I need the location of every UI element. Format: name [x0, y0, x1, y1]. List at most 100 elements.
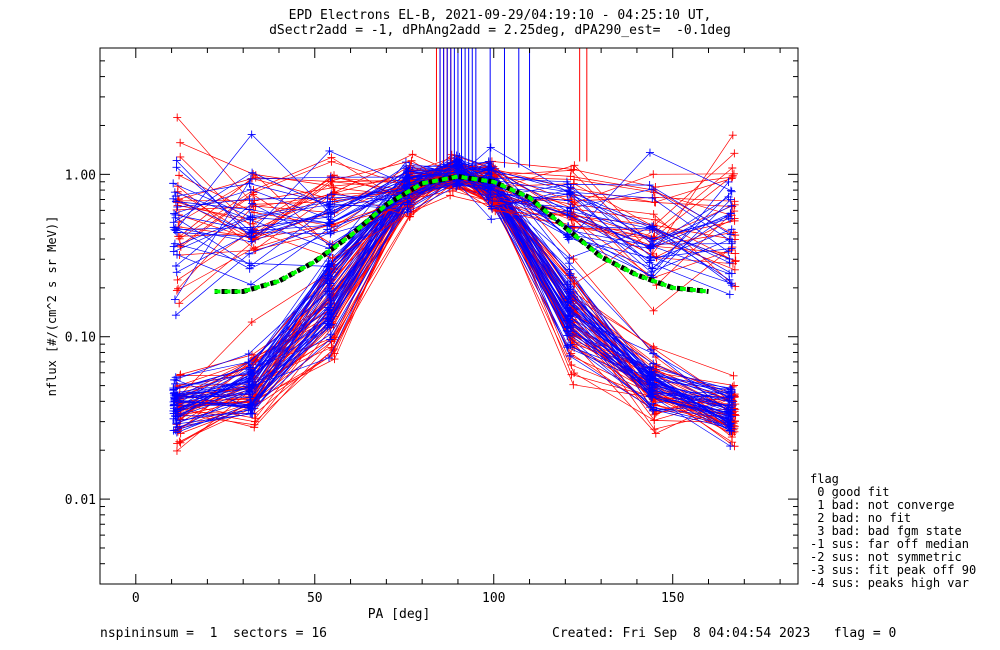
data-point: [645, 258, 654, 267]
data-point: [651, 429, 660, 438]
data-point: [648, 393, 657, 402]
data-point: [565, 352, 574, 361]
data-point: [324, 262, 333, 271]
data-point: [727, 388, 736, 397]
data-point: [245, 375, 254, 384]
y-tick-label: 0.01: [65, 493, 96, 508]
legend-title: flag: [810, 472, 839, 486]
data-point: [726, 230, 735, 239]
series-blue-3-curve-19: [169, 143, 733, 251]
data-point: [488, 204, 497, 213]
footer-left: nspininsum = 1 sectors = 16: [100, 626, 327, 641]
data-point: [566, 323, 575, 332]
data-point: [323, 221, 332, 230]
data-point: [171, 390, 180, 399]
data-point: [175, 437, 184, 446]
data-point: [726, 209, 735, 218]
data-point: [648, 194, 657, 203]
data-point: [485, 170, 494, 179]
data-point: [169, 406, 178, 415]
data-point: [247, 400, 256, 409]
data-point: [248, 199, 257, 208]
data-point: [326, 229, 335, 238]
data-point: [731, 249, 740, 258]
data-point: [725, 414, 734, 423]
data-point: [566, 285, 575, 294]
data-point: [250, 246, 259, 255]
data-point: [727, 281, 736, 290]
data-point: [647, 222, 656, 231]
data-point: [726, 195, 735, 204]
data-point: [649, 221, 658, 230]
data-point: [327, 272, 336, 281]
data-point: [563, 280, 572, 289]
x-tick-label: 50: [307, 591, 323, 606]
data-point: [245, 205, 254, 214]
legend-item-0: 0 good fit: [810, 485, 890, 499]
legend-item-5: -2 sus: not symmetric: [810, 550, 962, 564]
data-point: [173, 275, 182, 284]
data-point: [325, 353, 334, 362]
data-point: [169, 397, 178, 406]
data-point: [729, 169, 738, 178]
x-axis-label: PA [deg]: [368, 607, 431, 622]
data-point: [246, 185, 255, 194]
data-point: [728, 131, 737, 140]
data-point: [326, 335, 335, 344]
data-point: [565, 187, 574, 196]
data-point: [484, 183, 493, 192]
data-point: [325, 321, 334, 330]
data-point: [570, 161, 579, 170]
data-point: [246, 393, 255, 402]
x-tick-label: 100: [482, 591, 505, 606]
data-point: [729, 371, 738, 380]
data-point: [649, 306, 658, 315]
data-point: [169, 218, 178, 227]
data-point: [565, 311, 574, 320]
fit-curve-green: [214, 174, 709, 294]
data-point: [248, 168, 257, 177]
data-point: [564, 287, 573, 296]
data-point: [169, 194, 178, 203]
data-point: [649, 210, 658, 219]
data-point: [402, 171, 411, 180]
data-point: [170, 295, 179, 304]
data-point: [566, 172, 575, 181]
data-point: [724, 212, 733, 221]
data-point: [174, 232, 183, 241]
data-point: [405, 200, 414, 209]
data-point: [170, 400, 179, 409]
data-point: [726, 442, 735, 451]
data-point: [176, 152, 185, 161]
data-point: [172, 416, 181, 425]
flag-legend: flag 0 good fit 1 bad: not converge 2 ba…: [810, 473, 976, 590]
data-point: [245, 264, 254, 273]
data-point: [645, 368, 654, 377]
data-point: [169, 384, 178, 393]
data-point: [250, 417, 259, 426]
x-tick-label: 150: [661, 591, 684, 606]
series-line: [179, 177, 733, 442]
data-point: [175, 171, 184, 180]
data-point: [172, 286, 181, 295]
y-axis-label: nflux [#/(cm^2 s sr MeV)]: [45, 216, 59, 397]
data-point: [245, 363, 254, 372]
data-point: [570, 369, 579, 378]
legend-item-6: -3 sus: fit peak off 90: [810, 563, 977, 577]
data-point: [569, 179, 578, 188]
series-line: [175, 133, 730, 260]
data-point: [169, 426, 178, 435]
legend-item-7: -4 sus: peaks high var: [810, 576, 969, 590]
x-tick-label: 0: [132, 591, 140, 606]
data-point: [329, 344, 338, 353]
data-point: [245, 387, 254, 396]
data-point: [563, 207, 572, 216]
data-point: [249, 244, 258, 253]
data-point: [649, 359, 658, 368]
data-point: [172, 446, 181, 455]
data-point: [648, 237, 657, 246]
data-point: [169, 242, 178, 251]
data-point: [170, 188, 179, 197]
data-point: [176, 138, 185, 147]
